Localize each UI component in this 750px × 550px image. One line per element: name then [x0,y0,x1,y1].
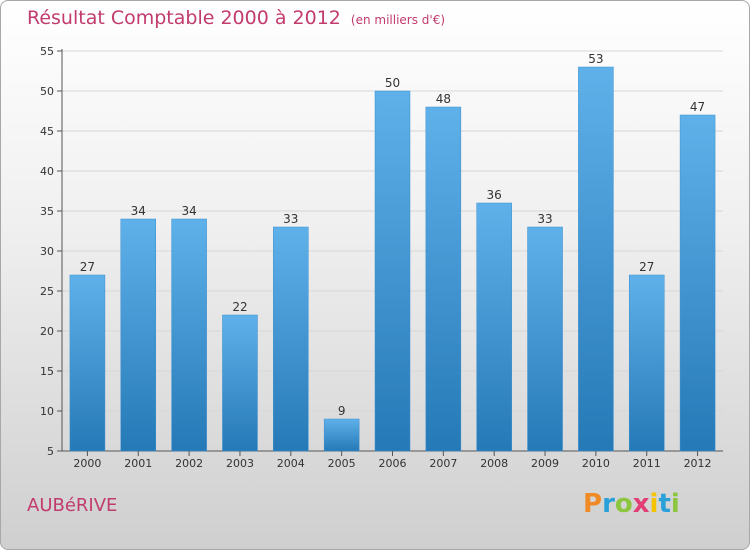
y-tick-label: 10 [40,405,54,418]
x-tick-label: 2010 [582,457,610,470]
y-tick-label: 15 [40,365,54,378]
data-label: 53 [588,52,603,66]
bar [679,114,716,452]
logo-letter: P [583,489,603,519]
x-tick-label: 2003 [226,457,254,470]
y-tick-label: 25 [40,285,54,298]
data-label: 22 [232,300,247,314]
chart-subtitle: (en milliers d'€) [350,13,446,27]
x-tick-label: 2000 [73,457,101,470]
x-tick-label: 2012 [684,457,712,470]
bar [527,226,563,452]
logo-letter: o [614,489,633,519]
bar [273,226,309,452]
x-tick-label: 2008 [480,457,508,470]
bar [628,274,665,452]
bar [374,90,411,452]
logo-letter: i [670,489,680,519]
chart-title-block: Résultat Comptable 2000 à 2012 (en millie… [27,7,445,29]
data-label: 48 [436,92,451,106]
x-tick-label: 2006 [379,457,407,470]
bar [425,106,462,452]
x-tick-label: 2004 [277,457,305,470]
logo-letter: i [649,489,659,519]
x-tick-label: 2002 [175,457,203,470]
data-label: 47 [690,100,705,114]
x-tick-label: 2001 [124,457,152,470]
place-name: AUBéRIVE [27,495,118,516]
data-label: 27 [639,260,654,274]
x-tick-label: 2009 [531,457,559,470]
bar [69,274,106,452]
data-label: 9 [338,404,346,418]
y-tick-label: 20 [40,325,54,338]
data-label: 50 [385,76,400,90]
data-label: 34 [131,204,146,218]
data-label: 27 [80,260,95,274]
bar [222,314,258,452]
y-tick-label: 55 [40,45,54,58]
bar [476,202,512,452]
data-label: 33 [283,212,298,226]
bar [120,218,157,452]
logo-letter: r [602,489,615,519]
data-label: 34 [181,204,196,218]
logo-letter: t [658,489,671,519]
logo-letter: x [632,489,650,519]
y-tick-label: 45 [40,125,54,138]
x-tick-label: 2011 [633,457,661,470]
proxiti-logo: Proxiti [583,489,680,519]
x-tick-label: 2005 [328,457,356,470]
bar [171,218,207,452]
chart-title: Résultat Comptable 2000 à 2012 [27,7,341,29]
bar [578,66,614,452]
data-label: 36 [487,188,502,202]
bar [323,418,360,452]
y-tick-label: 50 [40,85,54,98]
y-tick-label: 35 [40,205,54,218]
data-label: 33 [537,212,552,226]
y-tick-label: 5 [47,445,54,458]
x-tick-label: 2007 [429,457,457,470]
y-tick-label: 40 [40,165,54,178]
y-tick-label: 30 [40,245,54,258]
